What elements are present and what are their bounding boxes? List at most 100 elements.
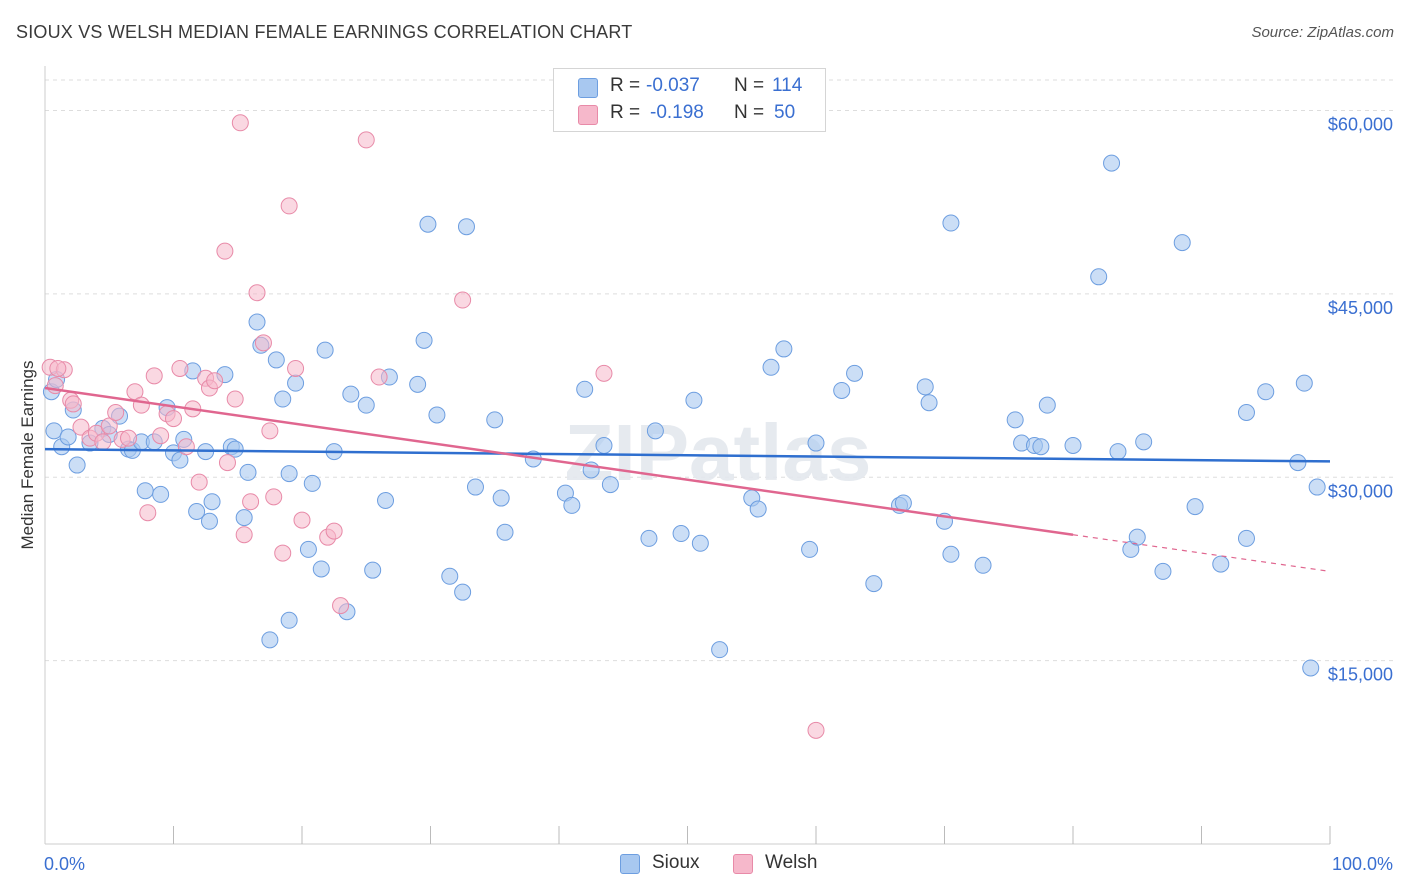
sioux-point bbox=[1186, 498, 1204, 516]
welsh-trend-line bbox=[44, 386, 1074, 536]
sioux-point bbox=[1090, 268, 1108, 286]
welsh-point bbox=[265, 488, 283, 506]
r-label: R = bbox=[610, 102, 641, 123]
welsh-point bbox=[94, 433, 112, 451]
sioux-point bbox=[646, 422, 664, 440]
sioux-point bbox=[409, 375, 427, 393]
sioux-point bbox=[496, 523, 514, 541]
sioux-point bbox=[1154, 562, 1172, 580]
welsh-point bbox=[274, 544, 292, 562]
welsh-point bbox=[49, 359, 67, 377]
welsh-point bbox=[120, 429, 138, 447]
welsh-point bbox=[139, 504, 157, 522]
x-tick-label: 100.0% bbox=[1332, 854, 1393, 874]
sioux-point bbox=[248, 313, 266, 331]
axes bbox=[44, 66, 1331, 845]
sioux-points bbox=[42, 154, 1326, 677]
welsh-point bbox=[152, 427, 170, 445]
sioux-point bbox=[685, 391, 703, 409]
sioux-point bbox=[303, 474, 321, 492]
welsh-point bbox=[216, 242, 234, 260]
y-tick-label: $45,000 bbox=[1328, 298, 1393, 318]
sioux-point bbox=[226, 440, 244, 458]
y-tick-label: $15,000 bbox=[1328, 665, 1393, 685]
sioux-point bbox=[916, 378, 934, 396]
sioux-point bbox=[563, 496, 581, 514]
sioux-point bbox=[749, 500, 767, 518]
welsh-legend-swatch-icon bbox=[733, 854, 753, 874]
welsh-point bbox=[72, 418, 90, 436]
sioux-point bbox=[1308, 478, 1326, 496]
sioux-point bbox=[152, 485, 170, 503]
welsh-point bbox=[206, 372, 224, 390]
y-tick-label: $30,000 bbox=[1328, 481, 1393, 501]
sioux-point bbox=[1038, 396, 1056, 414]
sioux-point bbox=[1289, 454, 1307, 472]
sioux-point bbox=[576, 380, 594, 398]
sioux-point bbox=[280, 611, 298, 629]
sioux-point bbox=[200, 512, 218, 530]
sioux-point bbox=[1006, 411, 1024, 429]
sioux-point bbox=[428, 406, 446, 424]
trend-lines bbox=[44, 386, 1331, 572]
sioux-swatch-icon bbox=[578, 78, 598, 98]
stats-box: R = -0.037 N = 114 R = -0.198 N = 50 bbox=[553, 68, 826, 132]
sioux-point bbox=[1237, 529, 1255, 547]
sioux-point bbox=[492, 489, 510, 507]
sioux-point bbox=[601, 476, 619, 494]
y-axis-label: Median Female Earnings bbox=[18, 360, 37, 550]
welsh-point bbox=[357, 131, 375, 149]
welsh-point bbox=[64, 395, 82, 413]
sioux-point bbox=[1109, 443, 1127, 461]
legend-label-welsh: Welsh bbox=[765, 852, 818, 873]
welsh-point bbox=[370, 368, 388, 386]
sioux-point bbox=[68, 456, 86, 474]
sioux-point bbox=[454, 583, 472, 601]
sioux-point bbox=[1128, 528, 1146, 546]
welsh-point bbox=[454, 291, 472, 309]
welsh-point bbox=[190, 473, 208, 491]
sioux-point bbox=[865, 575, 883, 593]
sioux-point bbox=[342, 385, 360, 403]
sioux-point bbox=[274, 390, 292, 408]
sioux-point bbox=[595, 436, 613, 454]
sioux-point bbox=[312, 560, 330, 578]
sioux-point bbox=[1173, 234, 1191, 252]
x-tick-label: 0.0% bbox=[44, 854, 85, 874]
welsh-point bbox=[165, 410, 182, 428]
sioux-point bbox=[299, 540, 317, 558]
welsh-point bbox=[177, 438, 195, 456]
welsh-point bbox=[132, 396, 150, 414]
n-label: N = bbox=[734, 102, 765, 123]
sioux-point bbox=[833, 381, 851, 399]
sioux-point bbox=[711, 641, 729, 659]
sioux-point bbox=[775, 340, 793, 358]
chart-title: SIOUX VS WELSH MEDIAN FEMALE EARNINGS CO… bbox=[16, 22, 633, 42]
r-value-sioux: -0.037 bbox=[646, 75, 700, 96]
sioux-point bbox=[1302, 659, 1320, 677]
welsh-point bbox=[254, 334, 272, 352]
r-value-welsh: -0.198 bbox=[650, 102, 704, 123]
sioux-point bbox=[942, 545, 960, 563]
legend-label-sioux: Sioux bbox=[652, 852, 700, 873]
sioux-point bbox=[357, 396, 375, 414]
sioux-point bbox=[267, 351, 285, 369]
welsh-point bbox=[332, 597, 350, 615]
sioux-point bbox=[807, 434, 825, 452]
sioux-point bbox=[280, 465, 298, 483]
sioux-legend-swatch-icon bbox=[620, 854, 640, 874]
x-tick-labels: 0.0% 100.0% bbox=[44, 854, 1393, 874]
sioux-point bbox=[415, 331, 433, 349]
sioux-point bbox=[801, 540, 819, 558]
sioux-point bbox=[1237, 403, 1255, 421]
sioux-point bbox=[261, 631, 279, 649]
welsh-trend-extension bbox=[1072, 534, 1331, 572]
welsh-point bbox=[325, 522, 343, 540]
sioux-point bbox=[920, 394, 938, 412]
sioux-point bbox=[457, 218, 475, 236]
sioux-point bbox=[59, 428, 77, 446]
sioux-point bbox=[1103, 154, 1121, 172]
sioux-point bbox=[466, 478, 484, 496]
welsh-point bbox=[235, 526, 253, 544]
sioux-point bbox=[762, 358, 780, 376]
